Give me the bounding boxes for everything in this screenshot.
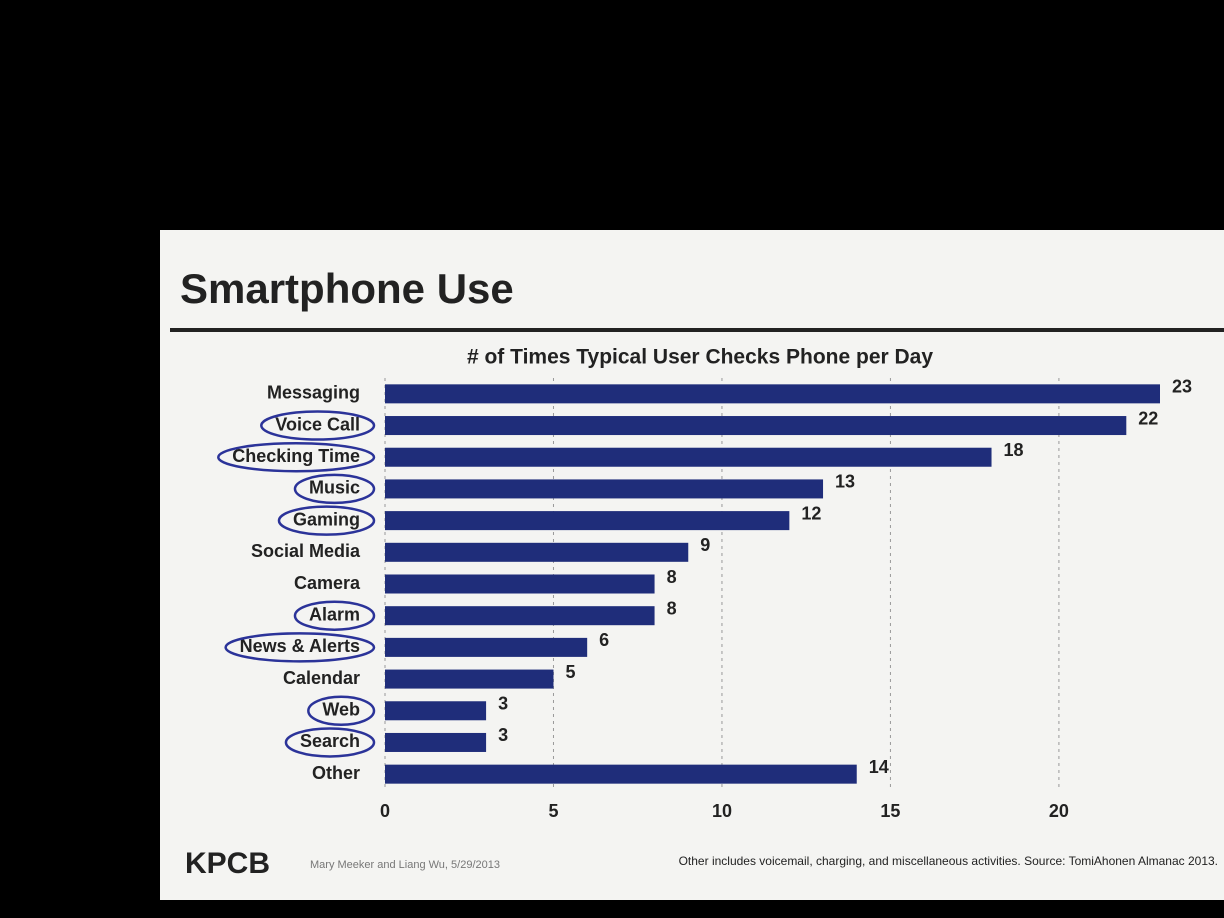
category-label: Camera xyxy=(294,573,361,593)
bar xyxy=(385,416,1127,436)
highlight-circle xyxy=(293,473,376,505)
category-label: Alarm xyxy=(309,604,360,624)
x-tick-label: 20 xyxy=(1049,801,1069,821)
category-label: Search xyxy=(300,731,360,751)
value-label: 14 xyxy=(869,757,889,777)
category-label: Voice Call xyxy=(275,414,360,434)
value-label: 13 xyxy=(835,472,855,492)
category-label: Music xyxy=(309,478,360,498)
highlight-circle xyxy=(217,441,376,473)
value-label: 8 xyxy=(667,567,677,587)
chart-subtitle: # of Times Typical User Checks Phone per… xyxy=(467,346,933,369)
x-tick-label: 15 xyxy=(880,801,900,821)
category-label: Web xyxy=(322,700,360,720)
bar xyxy=(385,574,655,594)
x-tick-label: 10 xyxy=(712,801,732,821)
highlight-circle xyxy=(284,727,376,758)
category-label: Other xyxy=(312,763,360,783)
category-label: Checking Time xyxy=(232,446,360,466)
value-label: 5 xyxy=(565,662,575,682)
bar xyxy=(385,701,487,721)
brand: KPCB xyxy=(185,847,270,880)
value-label: 22 xyxy=(1138,408,1158,428)
category-label: Social Media xyxy=(251,541,361,561)
bar xyxy=(385,669,554,689)
footnote: Other includes voicemail, charging, and … xyxy=(679,854,1218,868)
bar xyxy=(385,479,824,499)
value-label: 23 xyxy=(1172,377,1192,397)
bar xyxy=(385,384,1160,404)
chart-title: Smartphone Use xyxy=(180,265,514,312)
highlight-circle xyxy=(277,505,376,536)
category-label: News & Alerts xyxy=(240,636,360,656)
category-label: Calendar xyxy=(283,668,360,688)
bar xyxy=(385,447,992,467)
value-label: 9 xyxy=(700,535,710,555)
highlight-circle xyxy=(224,632,376,663)
category-label: Messaging xyxy=(267,383,360,403)
highlight-circle xyxy=(260,410,376,441)
bar xyxy=(385,637,588,657)
bar xyxy=(385,764,857,784)
x-tick-label: 5 xyxy=(548,801,558,821)
highlight-circle xyxy=(293,600,376,631)
bar xyxy=(385,732,487,752)
credit: Mary Meeker and Liang Wu, 5/29/2013 xyxy=(310,859,500,871)
value-label: 18 xyxy=(1004,440,1024,460)
value-label: 8 xyxy=(667,598,677,618)
value-label: 3 xyxy=(498,694,508,714)
value-label: 3 xyxy=(498,725,508,745)
slide xyxy=(160,230,1224,900)
category-label: Gaming xyxy=(293,509,360,529)
bar xyxy=(385,542,689,562)
value-label: 6 xyxy=(599,630,609,650)
value-label: 12 xyxy=(801,503,821,523)
highlight-circle xyxy=(307,695,376,727)
bar xyxy=(385,511,790,531)
bar xyxy=(385,606,655,626)
x-tick-label: 0 xyxy=(380,801,390,821)
